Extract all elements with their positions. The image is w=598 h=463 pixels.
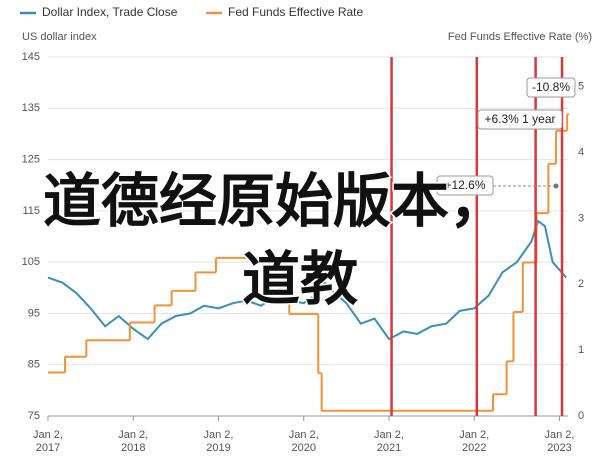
annotation-box: [477, 109, 563, 130]
legend-label: Dollar Index, Trade Close: [42, 5, 178, 19]
x-tick-label-part: 2017: [36, 442, 60, 454]
y2-tick-label: 5: [578, 81, 584, 93]
x-tick-label-part: 2023: [547, 442, 571, 454]
annotation-label: +12.6%: [444, 178, 485, 192]
x-tick-label-part: Jan 2,: [33, 429, 63, 441]
overlay-text: 道德经原始版本，: [43, 167, 507, 235]
x-tick-label-part: 2020: [291, 442, 315, 454]
y-tick-label: 135: [22, 102, 40, 114]
x-tick-label-part: 2022: [462, 442, 486, 454]
annotation-box: [526, 77, 576, 98]
y-tick-label: 105: [22, 256, 40, 268]
annotation-box: [436, 175, 494, 196]
x-tick-label-part: 2021: [377, 442, 401, 454]
x-tick-label-part: 2018: [121, 442, 145, 454]
x-tick-label-part: Jan 2,: [459, 429, 489, 441]
y-axis-title: US dollar index: [22, 31, 97, 43]
x-tick-label-part: Jan 2,: [118, 429, 148, 441]
y-tick-label: 75: [28, 410, 40, 422]
x-tick-label: Jan 2, 2021: [374, 429, 404, 454]
y-tick-label: 85: [28, 359, 40, 371]
x-tick-label: Jan 2, 2020: [289, 429, 319, 454]
x-tick-label-part: 2019: [206, 442, 230, 454]
y2-tick-label: 0: [578, 410, 584, 422]
annotation-dot: [553, 183, 559, 189]
y-tick-label: 115: [22, 205, 40, 217]
x-tick-label: Jan 2, 2019: [204, 429, 234, 454]
x-tick-label-part: Jan 2,: [289, 429, 319, 441]
x-tick-label-part: Jan 2,: [204, 429, 234, 441]
y-tick-label: 145: [22, 51, 40, 63]
x-tick-label: Jan 2, 2023: [544, 429, 574, 454]
x-tick-label-part: Jan 2,: [544, 429, 574, 441]
y2-axis-title: Fed Funds Effective Rate (%): [448, 31, 592, 43]
series-line: [47, 219, 568, 341]
x-tick-label: Jan 2, 2022: [459, 429, 489, 454]
overlay-text: 道教: [242, 245, 358, 313]
y2-tick-label: 1: [578, 344, 584, 356]
x-tick-label: Jan 2, 2018: [118, 429, 148, 454]
x-tick-label: Jan 2, 2017: [33, 429, 63, 454]
y2-tick-label: 3: [578, 212, 584, 224]
y2-tick-label: 4: [578, 146, 584, 158]
y-tick-label: 95: [28, 307, 40, 319]
y-tick-label: 125: [22, 153, 40, 165]
annotation-label: +6.3% 1 year: [484, 112, 555, 126]
x-tick-label-part: Jan 2,: [374, 429, 404, 441]
y2-tick-label: 2: [578, 278, 584, 290]
annotation-label: -10.8%: [532, 80, 570, 94]
legend-label: Fed Funds Effective Rate: [228, 5, 364, 19]
